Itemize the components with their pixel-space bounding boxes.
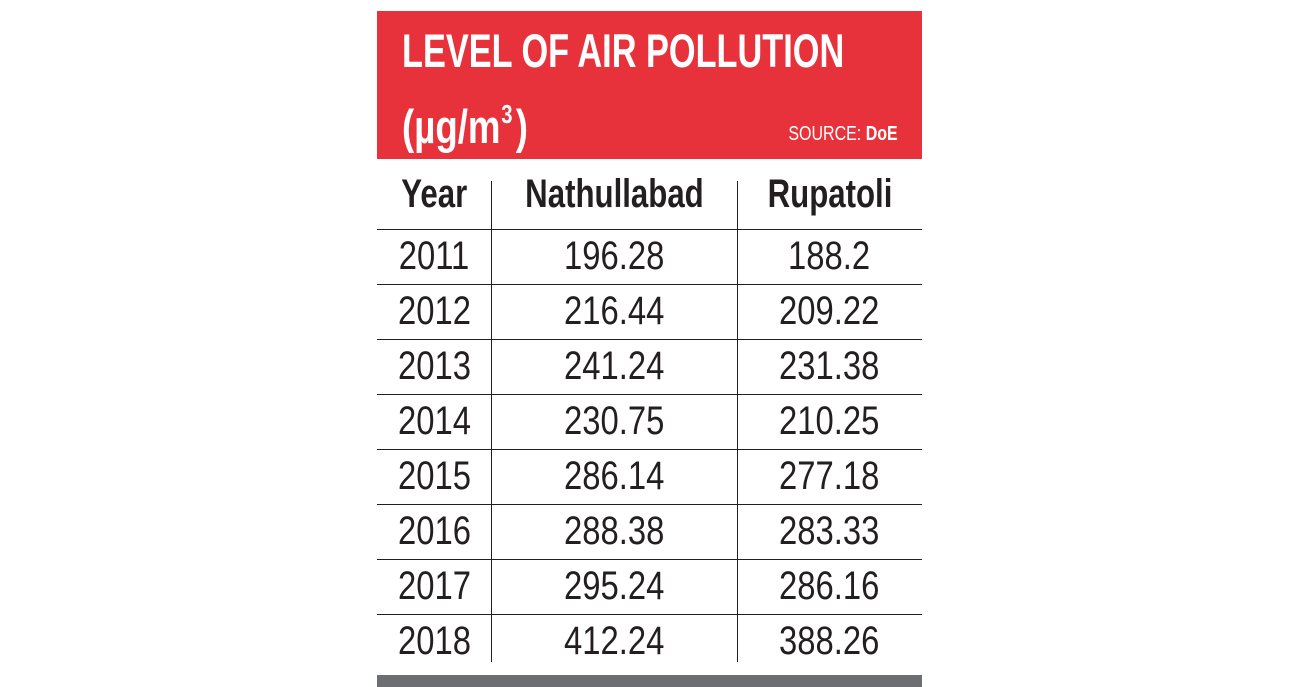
table-cell: 412.24 xyxy=(491,614,737,669)
title-line-1: LEVEL OF AIR POLLUTION xyxy=(402,24,845,77)
table-cell: 216.44 xyxy=(491,284,737,339)
table-cell: 286.16 xyxy=(737,559,922,614)
row-separator xyxy=(377,339,922,340)
column-divider-2 xyxy=(737,181,738,662)
table-row: 2013 241.24 231.38 xyxy=(377,339,922,394)
table-cell: 286.14 xyxy=(491,449,737,504)
table-cell-value: 2018 xyxy=(397,619,471,663)
table-cell: 230.75 xyxy=(491,394,737,449)
column-header: Rupatoli xyxy=(737,159,922,229)
table-cell: 196.28 xyxy=(491,229,737,284)
table-cell-value: 210.25 xyxy=(779,399,880,443)
table-cell-value: 277.18 xyxy=(779,454,880,498)
row-separator xyxy=(377,394,922,395)
table-row: 2012 216.44 209.22 xyxy=(377,284,922,339)
table-cell: 295.24 xyxy=(491,559,737,614)
row-separator xyxy=(377,559,922,560)
table-cell: 288.38 xyxy=(491,504,737,559)
title-unit: (µg/m xyxy=(402,100,501,153)
table-cell: 210.25 xyxy=(737,394,922,449)
table-cell-value: 188.2 xyxy=(788,234,871,278)
table-cell-value: 2013 xyxy=(397,344,471,388)
table-cell: 2013 xyxy=(377,339,491,394)
table-cell-value: 2012 xyxy=(397,289,471,333)
row-separator xyxy=(377,449,922,450)
row-separator xyxy=(377,614,922,615)
table-cell-value: 2015 xyxy=(397,454,471,498)
table-cell: 2016 xyxy=(377,504,491,559)
row-separator xyxy=(377,504,922,505)
table-cell: 2017 xyxy=(377,559,491,614)
table-cell-value: 2016 xyxy=(397,509,471,553)
row-separator xyxy=(377,229,922,230)
table-cell-value: 283.33 xyxy=(779,509,880,553)
table-cell-value: 2014 xyxy=(397,399,471,443)
table-cell-value: 209.22 xyxy=(779,289,880,333)
column-header-text: Nathullabad xyxy=(524,171,704,216)
table-cell: 2018 xyxy=(377,614,491,669)
table-row: 2018 412.24 388.26 xyxy=(377,614,922,669)
title-unit-superscript: 3 xyxy=(501,99,513,129)
table-cell: 209.22 xyxy=(737,284,922,339)
table-cell-value: 388.26 xyxy=(779,619,880,663)
table-cell: 2012 xyxy=(377,284,491,339)
table-row: 2011 196.28 188.2 xyxy=(377,229,922,284)
table-cell-value: 295.24 xyxy=(563,564,665,608)
table-cell: 2011 xyxy=(377,229,491,284)
table-cell-value: 2017 xyxy=(397,564,471,608)
source-value: DoE xyxy=(866,123,898,145)
table-cell-value: 196.28 xyxy=(563,234,665,278)
title-unit-close: ) xyxy=(515,100,528,153)
column-divider-1 xyxy=(491,181,492,662)
table-row: 2015 286.14 277.18 xyxy=(377,449,922,504)
table-cell-value: 230.75 xyxy=(563,399,665,443)
table-cell: 231.38 xyxy=(737,339,922,394)
table-cell-value: 286.14 xyxy=(563,454,665,498)
table-cell: 2015 xyxy=(377,449,491,504)
column-header-text: Rupatoli xyxy=(767,171,892,216)
table-row: 2016 288.38 283.33 xyxy=(377,504,922,559)
table-header-row: Year Nathullabad Rupatoli xyxy=(377,159,922,229)
air-pollution-infographic: LEVEL OF AIR POLLUTION (µg/m3) SOURCE: D… xyxy=(377,11,922,687)
row-separator xyxy=(377,284,922,285)
title-line-2: (µg/m3) xyxy=(402,88,528,153)
table-cell-value: 286.16 xyxy=(779,564,880,608)
footer-bar xyxy=(377,675,922,687)
source-label: SOURCE: xyxy=(788,123,862,145)
header-banner: LEVEL OF AIR POLLUTION (µg/m3) SOURCE: D… xyxy=(377,11,922,159)
table-cell-value: 412.24 xyxy=(563,619,665,663)
table-cell: 2014 xyxy=(377,394,491,449)
table-cell-value: 216.44 xyxy=(563,289,665,333)
table-cell-value: 2011 xyxy=(398,234,470,278)
source-credit: SOURCE: DoE xyxy=(789,122,898,146)
table-cell-value: 231.38 xyxy=(779,344,880,388)
column-header: Nathullabad xyxy=(491,159,737,229)
column-header-text: Year xyxy=(401,171,467,216)
table-row: 2017 295.24 286.16 xyxy=(377,559,922,614)
table-cell: 241.24 xyxy=(491,339,737,394)
table-cell-value: 288.38 xyxy=(563,509,665,553)
table-row: 2014 230.75 210.25 xyxy=(377,394,922,449)
table-cell: 277.18 xyxy=(737,449,922,504)
table-cell: 283.33 xyxy=(737,504,922,559)
table-cell: 188.2 xyxy=(737,229,922,284)
column-header: Year xyxy=(377,159,491,229)
table-cell: 388.26 xyxy=(737,614,922,669)
table-cell-value: 241.24 xyxy=(563,344,665,388)
